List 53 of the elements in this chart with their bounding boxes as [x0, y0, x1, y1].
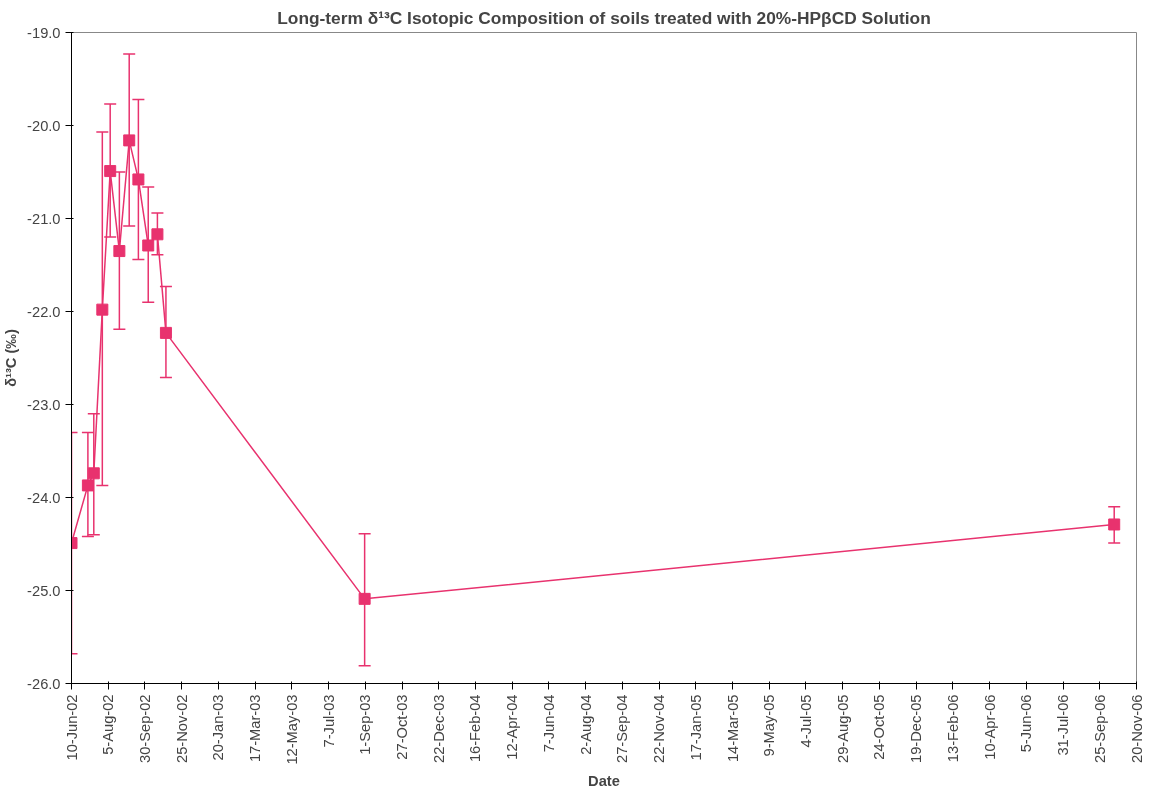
x-tick-label: 22-Nov-04 [651, 694, 668, 763]
x-tick-label: 16-Feb-04 [467, 694, 484, 763]
x-tick-label: 13-Feb-06 [944, 694, 961, 763]
point [123, 134, 136, 147]
y-tick-label: -23.0 [27, 396, 61, 413]
x-tick-label: 25-Sep-06 [1091, 694, 1108, 763]
point [87, 467, 100, 480]
x-tick-label: 7-Jul-03 [320, 694, 337, 748]
x-tick-label: 17-Mar-03 [247, 694, 264, 763]
x-tick-label: 17-Jan-05 [687, 694, 704, 761]
y-tick-label: -25.0 [27, 582, 61, 599]
x-tick-label: 10-Apr-06 [981, 694, 998, 760]
x-tick-label: 5-Aug-02 [100, 694, 117, 755]
x-tick-label: 1-Sep-03 [357, 694, 374, 755]
x-tick-label: 19-Dec-05 [908, 694, 925, 763]
x-tick-label: 10-Jun-02 [63, 694, 80, 761]
point [113, 245, 126, 258]
y-tick-label: -22.0 [27, 303, 61, 320]
point [159, 326, 172, 339]
x-tick-label: 30-Sep-02 [136, 694, 153, 763]
x-tick-label: 22-Dec-03 [430, 694, 447, 763]
point [81, 479, 94, 492]
x-tick-label: 20-Jan-03 [210, 694, 227, 761]
y-tick-label: -26.0 [27, 675, 61, 692]
y-tick-label: -24.0 [27, 489, 61, 506]
point [132, 173, 145, 186]
point [104, 165, 117, 178]
x-tick-label: 5-Jun-06 [1018, 694, 1035, 753]
x-tick-label: 31-Jul-06 [1055, 694, 1072, 756]
y-tick-label: -20.0 [27, 117, 61, 134]
x-tick-label: 4-Jul-05 [797, 694, 814, 748]
y-axis-title: δ¹³C (‰) [3, 329, 20, 387]
point [142, 239, 155, 252]
x-tick-label: 27-Oct-03 [394, 694, 411, 760]
x-tick-label: 24-Oct-05 [871, 694, 888, 760]
x-tick-label: 12-May-03 [283, 694, 300, 765]
point [96, 303, 109, 316]
point [358, 592, 371, 605]
x-tick-label: 9-May-05 [761, 694, 778, 757]
x-tick-label: 2-Aug-04 [577, 694, 594, 755]
x-tick-label: 12-Apr-04 [504, 694, 521, 760]
x-tick-label: 20-Nov-06 [1128, 694, 1145, 763]
point [1108, 518, 1121, 531]
x-tick-label: 25-Nov-02 [173, 694, 190, 763]
y-tick-label: -21.0 [27, 210, 61, 227]
x-tick-label: 7-Jun-04 [540, 694, 557, 753]
x-tick-label: 27-Sep-04 [614, 694, 631, 763]
x-tick-label: 14-Mar-05 [724, 694, 741, 763]
x-tick-label: 29-Aug-05 [834, 694, 851, 763]
x-axis-title: Date [588, 772, 620, 789]
chart-title: Long-term δ¹³C Isotopic Composition of soils treated with 20%-HPβCD Solution [277, 7, 931, 28]
point [151, 228, 164, 241]
y-tick-label: -19.0 [27, 24, 61, 41]
